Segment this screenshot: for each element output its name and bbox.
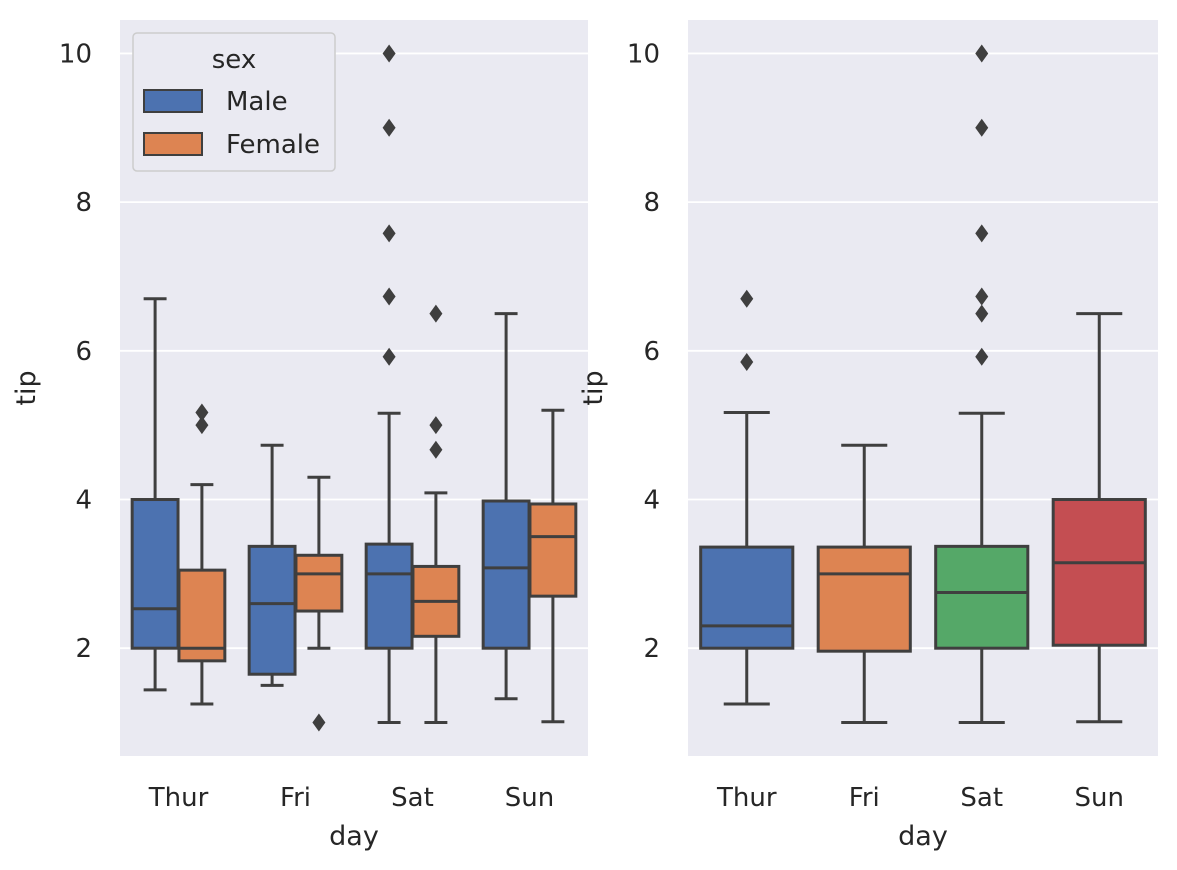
right-chart-panel: 2 4 6 8 10 Thur Fri Sat Sun day tip — [578, 20, 1158, 852]
legend-swatch-female — [143, 132, 203, 156]
outlier-point — [975, 287, 989, 306]
x-tick-label: Thur — [148, 783, 209, 813]
box-body — [247, 544, 297, 676]
outlier-point — [740, 289, 754, 308]
y-axis-label: tip — [578, 370, 609, 405]
legend-swatch-male — [143, 89, 203, 113]
outlier-point — [975, 118, 989, 137]
y-axis-label: tip — [11, 370, 42, 405]
outlier-point — [382, 224, 396, 243]
outlier-point — [195, 403, 209, 422]
y-tick-label: 8 — [75, 188, 92, 218]
box-body — [177, 568, 227, 663]
outlier-point — [975, 44, 989, 63]
outlier-point — [975, 304, 989, 323]
box-body — [934, 544, 1030, 650]
legend-label-female: Female — [226, 130, 320, 160]
box-body — [816, 545, 912, 653]
x-axis-label: day — [329, 821, 379, 852]
box-male-thur — [130, 297, 180, 692]
outlier-point — [975, 224, 989, 243]
box-fri — [816, 443, 912, 725]
y-tick-label: 6 — [75, 337, 92, 367]
outlier-point — [382, 44, 396, 63]
y-tick-label: 2 — [643, 634, 660, 664]
outlier-point — [429, 440, 443, 459]
outlier-point — [429, 416, 443, 435]
box-body — [364, 542, 414, 650]
outlier-point — [382, 347, 396, 366]
x-axis-label: day — [898, 821, 948, 852]
x-tick-label: Sat — [391, 783, 434, 813]
outlier-point — [382, 118, 396, 137]
x-tick-label: Sun — [1075, 783, 1124, 813]
y-tick-label: 10 — [627, 39, 660, 69]
left-chart-panel: 2 4 6 8 10 Thur Fri Sat Sun day tip sex Male Female — [11, 20, 588, 852]
box-body — [699, 545, 795, 650]
y-tick-label: 8 — [643, 188, 660, 218]
outlier-point — [429, 304, 443, 323]
box-sat — [934, 44, 1030, 725]
box-male-sun — [481, 312, 531, 701]
x-tick-label: Fri — [849, 783, 880, 813]
box-male-fri — [247, 443, 297, 687]
legend: sex Male Female — [132, 32, 336, 172]
box-sun — [1051, 312, 1147, 724]
outlier-point — [975, 347, 989, 366]
box-female-sun — [528, 408, 578, 724]
outlier-point — [740, 352, 754, 371]
box-thur — [699, 289, 795, 706]
outlier-point — [382, 287, 396, 306]
box-female-sat — [411, 304, 461, 725]
x-tick-label: Thur — [716, 783, 777, 813]
box-female-thur — [177, 403, 227, 706]
x-tick-label: Fri — [280, 783, 311, 813]
outlier-point — [195, 416, 209, 435]
box-female-fri — [294, 475, 344, 732]
y-tick-label: 2 — [75, 634, 92, 664]
y-tick-label: 10 — [59, 39, 92, 69]
y-tick-label: 6 — [643, 337, 660, 367]
box-male-sat — [364, 44, 414, 725]
legend-label-male: Male — [226, 87, 288, 117]
box-body — [130, 498, 180, 650]
box-body — [481, 499, 531, 650]
x-tick-label: Sat — [960, 783, 1003, 813]
box-body — [1051, 498, 1147, 647]
x-tick-label: Sun — [505, 783, 554, 813]
box-body — [528, 502, 578, 598]
outlier-point — [312, 713, 326, 732]
y-tick-label: 4 — [75, 486, 92, 516]
box-body — [294, 553, 344, 613]
y-tick-label: 4 — [643, 486, 660, 516]
legend-title: sex — [212, 45, 256, 75]
